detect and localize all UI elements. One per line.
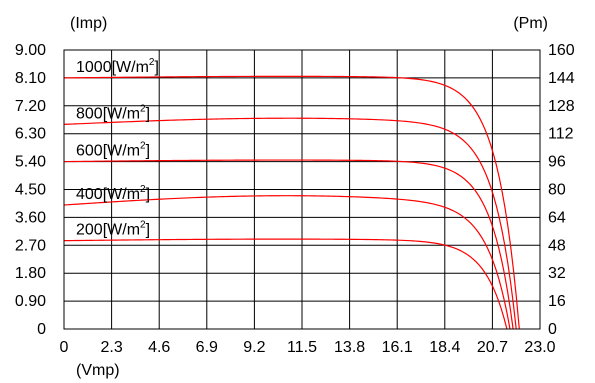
series-line [63, 117, 517, 330]
y-tick-label: 1.80 [15, 265, 46, 282]
y-tick-label: 3.60 [15, 209, 46, 226]
series-label-main: 800[W/m [76, 105, 140, 122]
series-label-sup: 2 [140, 220, 146, 231]
x-tick-label: 2.3 [100, 339, 122, 356]
series-label-sup: 2 [140, 103, 146, 114]
series-label: 600[W/m2] [76, 141, 150, 160]
series-label: 400[W/m2] [76, 184, 150, 203]
y2-tick-label: 112 [548, 126, 574, 143]
plot-frame [63, 49, 541, 330]
grid [64, 50, 540, 329]
y-tick-label: 0.90 [15, 293, 46, 310]
y2-tick-label: 64 [548, 209, 566, 226]
series-line [63, 159, 514, 330]
x-tick-label: 6.9 [196, 339, 218, 356]
y-tick-label: 0 [37, 321, 46, 338]
y2-tick-label: 128 [548, 98, 575, 115]
tick-labels: 0 2.3 4.6 6.9 9.2 11.5 13.8 16.1 18.4 20.7 23.000.… [15, 42, 575, 356]
x-tick-label: 20.7 [477, 339, 508, 356]
series-label-end: ] [146, 186, 150, 203]
x-tick-label: 0 [60, 339, 69, 356]
series-label-sup: 2 [149, 57, 155, 68]
left-axis-unit: (Imp) [70, 15, 107, 32]
x-tick-label: 9.2 [243, 339, 265, 356]
x-tick-label: 23.0 [524, 339, 555, 356]
series-line [63, 195, 511, 330]
series-label-end: ] [146, 143, 150, 160]
series-label-sup: 2 [140, 184, 146, 195]
x-tick-label: 13.8 [334, 339, 365, 356]
y2-tick-label: 144 [548, 70, 575, 87]
series-line [63, 238, 508, 330]
y-tick-label: 6.30 [15, 126, 46, 143]
series-curves [63, 75, 520, 330]
series-label-main: 400[W/m [76, 186, 140, 203]
x-tick-label: 11.5 [287, 339, 317, 356]
series-label-end: ] [146, 105, 150, 122]
y-tick-label: 9.00 [15, 42, 46, 59]
series-line [63, 75, 520, 330]
series-label-end: ] [146, 222, 150, 239]
y2-tick-label: 160 [548, 42, 575, 59]
series-labels: 1000[W/m2]800[W/m2]600[W/m2]400[W/m2]200… [76, 57, 159, 239]
series-label-main: 1000[W/m [76, 59, 149, 76]
series-label: 200[W/m2] [76, 220, 150, 239]
series-label: 800[W/m2] [76, 103, 150, 122]
y2-tick-label: 48 [548, 237, 566, 254]
y-tick-label: 4.50 [15, 182, 46, 199]
x-tick-label: 18.4 [429, 339, 460, 356]
y-tick-label: 2.70 [15, 237, 46, 254]
series-label: 1000[W/m2] [76, 57, 159, 76]
right-axis-unit: (Pm) [513, 15, 548, 32]
y-tick-label: 7.20 [15, 98, 46, 115]
x-tick-label: 16.1 [382, 339, 413, 356]
y2-tick-label: 0 [548, 321, 557, 338]
y-tick-label: 5.40 [15, 154, 46, 171]
y2-tick-label: 96 [548, 154, 566, 171]
x-axis-unit: (Vmp) [76, 362, 120, 379]
y2-tick-label: 80 [548, 182, 566, 199]
series-label-main: 600[W/m [76, 143, 140, 160]
x-tick-label: 4.6 [148, 339, 170, 356]
y2-tick-label: 16 [548, 293, 566, 310]
series-label-main: 200[W/m [76, 222, 140, 239]
y-tick-label: 8.10 [15, 70, 46, 87]
series-label-sup: 2 [140, 141, 146, 152]
series-label-end: ] [154, 59, 158, 76]
y2-tick-label: 32 [548, 265, 566, 282]
